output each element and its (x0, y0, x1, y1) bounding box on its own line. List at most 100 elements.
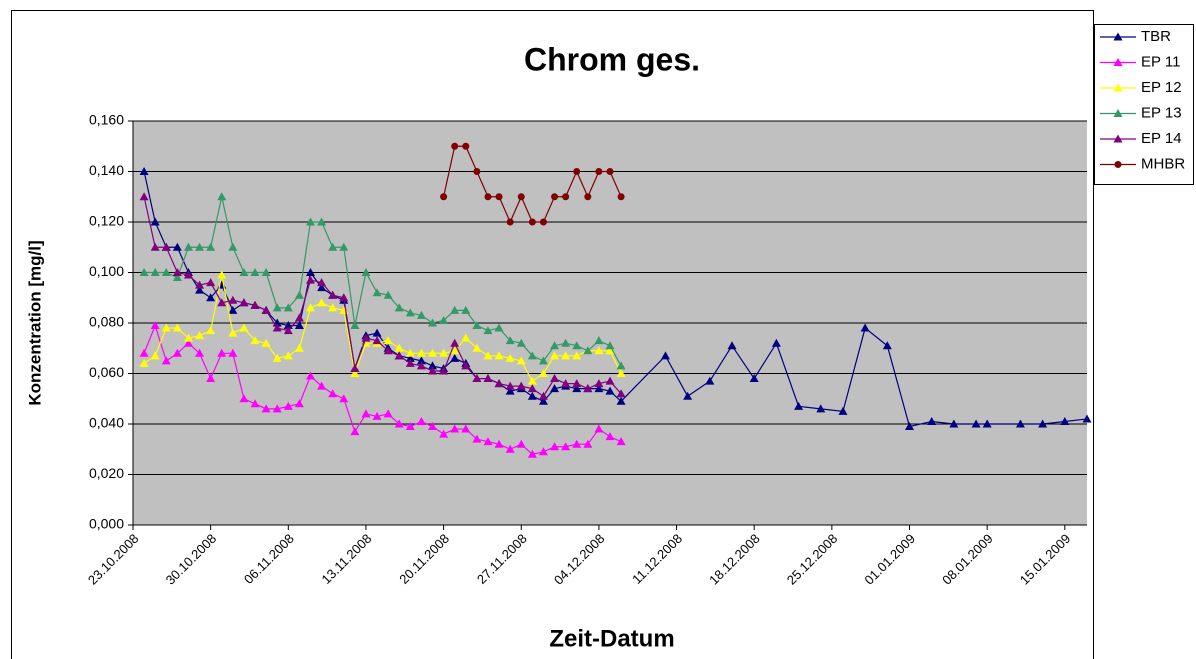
data-point (394, 419, 404, 428)
data-point (305, 303, 315, 312)
y-tick-label: 0,140 (89, 162, 124, 178)
data-point (317, 381, 327, 390)
data-point (494, 351, 504, 360)
data-point (461, 424, 471, 433)
data-point (172, 273, 182, 282)
data-point (506, 218, 514, 226)
data-point (461, 305, 471, 314)
data-point (516, 439, 526, 448)
data-point (272, 353, 282, 362)
data-point (339, 242, 349, 251)
data-point (516, 381, 526, 390)
data-point (250, 268, 260, 276)
data-point (616, 369, 626, 377)
data-point (595, 168, 603, 175)
y-tick-label: 0,120 (89, 213, 124, 229)
data-point (561, 338, 571, 347)
data-point (294, 313, 304, 322)
data-point (583, 384, 593, 393)
data-point (183, 270, 193, 279)
data-point (539, 218, 547, 226)
data-point (328, 242, 338, 251)
data-point (372, 288, 382, 297)
data-point (339, 394, 349, 403)
data-point (217, 348, 227, 357)
data-point (317, 283, 327, 292)
data-point (605, 432, 615, 441)
data-point (616, 396, 626, 405)
data-point (605, 341, 615, 350)
data-point (816, 404, 826, 413)
data-point (483, 326, 493, 335)
data-point (372, 328, 382, 337)
data-point (372, 336, 382, 345)
data-point (328, 389, 338, 398)
legend-marker (1113, 134, 1123, 143)
data-point (583, 439, 593, 448)
data-point (572, 379, 582, 388)
data-point (283, 326, 293, 335)
data-point (505, 381, 515, 390)
data-point (583, 346, 593, 355)
data-point (551, 193, 559, 201)
data-point (172, 242, 182, 251)
data-point (294, 321, 304, 330)
data-point (294, 399, 304, 408)
data-point (494, 439, 504, 448)
data-point (573, 168, 581, 175)
data-point (483, 437, 493, 446)
data-point (605, 386, 615, 395)
data-point (150, 242, 160, 251)
data-point (450, 305, 460, 314)
data-point (416, 416, 426, 425)
data-point (305, 371, 315, 380)
data-point (982, 419, 992, 428)
legend-label: EP 12 (1141, 79, 1182, 96)
data-point (450, 353, 460, 362)
legend-label: TBR (1141, 28, 1171, 45)
legend-label: EP 14 (1141, 130, 1182, 147)
data-point (150, 268, 160, 276)
data-point (484, 193, 492, 201)
data-point (383, 346, 393, 355)
data-point (261, 268, 271, 276)
data-point (239, 268, 249, 276)
chart-title: Chrom ges. (524, 41, 700, 77)
data-point (228, 328, 238, 337)
data-point (217, 270, 227, 279)
data-point (727, 341, 737, 350)
data-point (272, 404, 282, 413)
data-point (405, 353, 415, 362)
data-point (605, 346, 615, 355)
data-point (605, 376, 615, 385)
data-point (428, 422, 438, 431)
data-point (183, 242, 193, 251)
data-point (239, 394, 249, 403)
y-axis-title: Konzentration [mg/l] (25, 240, 44, 405)
data-point (517, 193, 525, 201)
y-tick-label: 0,020 (89, 465, 124, 481)
data-point (416, 348, 426, 357)
data-point (550, 384, 560, 393)
data-point (683, 391, 693, 400)
data-point (450, 346, 460, 355)
data-point (305, 217, 315, 226)
data-point (428, 361, 438, 370)
data-point (283, 351, 293, 360)
data-point (594, 379, 604, 388)
data-point (971, 419, 981, 428)
data-point (383, 336, 393, 345)
data-point (283, 303, 293, 312)
data-point (572, 341, 582, 350)
data-point (440, 193, 448, 201)
data-point (172, 323, 182, 332)
data-point (594, 384, 604, 393)
data-point (516, 338, 526, 347)
data-point (228, 295, 238, 304)
data-point (483, 351, 493, 360)
data-point (1015, 419, 1025, 428)
data-point (527, 376, 537, 385)
data-point (294, 290, 304, 299)
